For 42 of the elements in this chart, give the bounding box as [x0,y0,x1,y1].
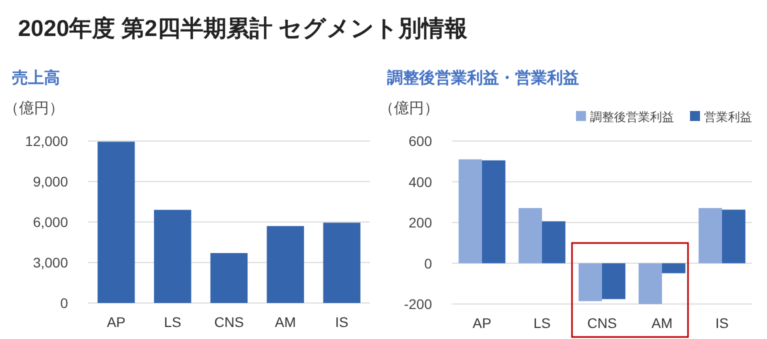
legend-label: 営業利益 [704,110,752,124]
bar [698,208,722,264]
chart-title: 売上高 [12,68,60,87]
legend-label: 調整後営業利益 [590,110,674,124]
y-tick-label: 400 [408,174,432,190]
bar [154,210,192,303]
bar [482,160,506,264]
y-tick-label: -200 [404,296,432,312]
bar [638,263,662,304]
x-tick-label: AP [472,315,492,331]
x-tick-label: AM [274,314,296,330]
x-tick-label: AP [106,314,126,330]
text: 2020年度 第2四半期累計 セグメント別情報 [18,15,468,41]
y-tick-label: 9,000 [32,174,68,190]
bar [458,159,482,264]
bar [98,142,135,303]
y-tick-label: 3,000 [32,254,68,270]
y-axis-title: （億円） [4,100,64,117]
bar [578,263,602,302]
x-tick-label: IS [715,315,729,331]
x-tick-label: LS [533,315,551,331]
bar [662,263,686,274]
bar [518,208,542,264]
x-tick-label: LS [164,314,182,330]
bar [323,222,360,303]
bar [722,210,746,264]
y-tick-label: 6,000 [32,214,68,230]
bar [542,221,566,264]
y-axis-title: （億円） [379,100,439,117]
chart-title: 調整後営業利益・営業利益 [387,69,579,87]
y-tick-label: 600 [408,133,432,149]
x-tick-label: AM [652,315,672,331]
bar [602,263,626,300]
bar [210,253,248,303]
y-tick-label: 12,000 [25,133,68,149]
y-tick-label: 0 [60,295,68,311]
bar [266,226,304,303]
x-tick-label: CNS [587,315,617,331]
x-tick-label: CNS [214,314,244,330]
y-tick-label: 200 [408,214,432,230]
x-tick-label: IS [335,314,348,330]
y-tick-label: 0 [424,255,432,272]
